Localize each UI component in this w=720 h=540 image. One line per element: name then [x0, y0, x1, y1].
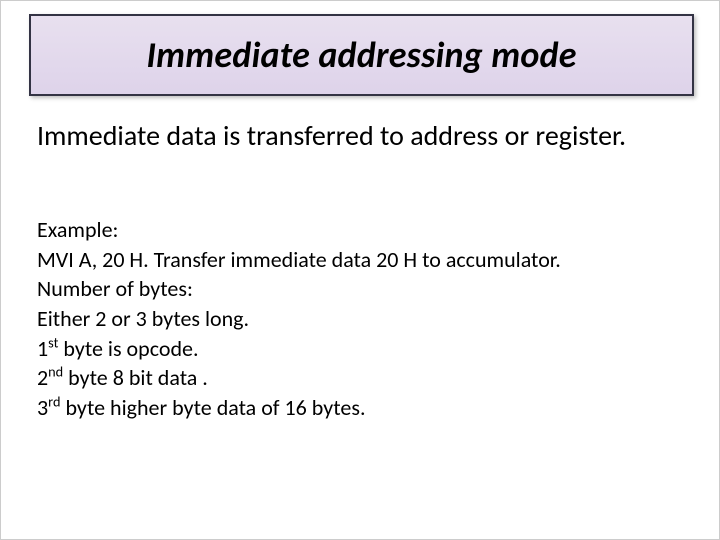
- body-line: 2nd byte 8 bit data .: [37, 363, 687, 393]
- ord-suffix: st: [48, 333, 58, 351]
- intro-text: Immediate data is transferred to address…: [37, 119, 687, 152]
- body-line: 1st byte is opcode.: [37, 334, 687, 364]
- body-line: Number of bytes:: [37, 274, 687, 304]
- ord-rest: byte higher byte data of 16 bytes.: [60, 394, 365, 421]
- body-line: MVI A, 20 H. Transfer immediate data 20 …: [37, 245, 687, 275]
- ord-num: 3: [37, 394, 48, 421]
- title-box: Immediate addressing mode: [29, 14, 694, 96]
- body-text: Example: MVI A, 20 H. Transfer immediate…: [37, 215, 687, 423]
- slide-title: Immediate addressing mode: [146, 33, 576, 77]
- body-line: 3rd byte higher byte data of 16 bytes.: [37, 393, 687, 423]
- body-line: Example:: [37, 215, 687, 245]
- ord-num: 1: [37, 335, 48, 362]
- ord-rest: byte is opcode.: [58, 335, 198, 362]
- body-line: Either 2 or 3 bytes long.: [37, 304, 687, 334]
- ord-rest: byte 8 bit data .: [63, 364, 208, 391]
- ord-num: 2: [37, 364, 48, 391]
- ord-suffix: nd: [48, 363, 63, 381]
- ord-suffix: rd: [48, 393, 60, 411]
